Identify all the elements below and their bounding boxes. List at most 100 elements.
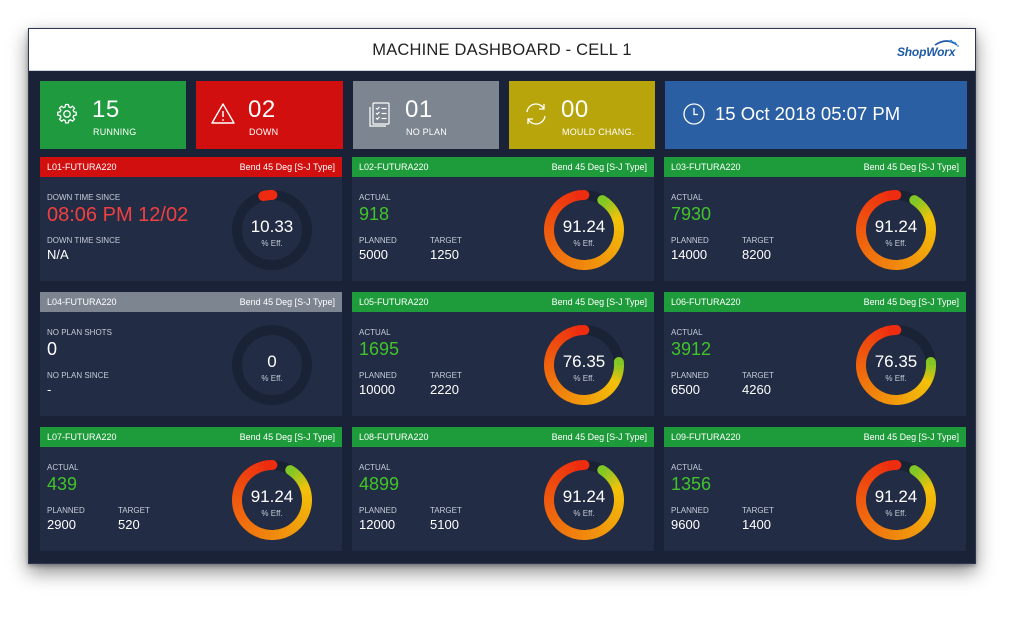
efficiency-gauge: 91.24 % Eff. (541, 457, 627, 543)
gauge-arc-segment (244, 521, 255, 533)
gauge-arc-segment (556, 521, 567, 533)
gauge-arc-segment (863, 382, 874, 392)
gauge-arc-segment (239, 472, 251, 483)
gauge-arc-segment (563, 525, 572, 537)
gauge-arc-segment (600, 252, 611, 264)
actual-label: ACTUAL (359, 463, 391, 472)
machine-card-l08[interactable]: L08-FUTURA220 Bend 45 Deg [S-J Type] ACT… (352, 427, 654, 551)
status-down[interactable]: 02 DOWN (196, 81, 343, 149)
header-bar: MACHINE DASHBOARD - CELL 1 ShopWorx (29, 29, 975, 71)
gauge-arc-segment (912, 522, 923, 534)
machine-card-l04[interactable]: L04-FUTURA220 Bend 45 Deg [S-J Type] NO … (40, 292, 342, 416)
gauge-arc-segment (551, 472, 563, 483)
gauge-arc-segment (919, 245, 931, 255)
gauge-arc-segment (586, 259, 592, 270)
machine-header: L05-FUTURA220 Bend 45 Deg [S-J Type] (352, 292, 654, 312)
machine-name: L08-FUTURA220 (359, 432, 429, 442)
date-time-panel: 15 Oct 2018 05:07 PM (665, 81, 967, 149)
efficiency-gauge: 91.24 % Eff. (229, 457, 315, 543)
gauge-arc-segment (592, 392, 600, 404)
gauge-arc-segment (919, 380, 931, 390)
machine-card-l07[interactable]: L07-FUTURA220 Bend 45 Deg [S-J Type] ACT… (40, 427, 342, 551)
target-label: TARGET (430, 371, 462, 380)
gauge-arc-segment (258, 528, 266, 540)
efficiency-value: 91.24 (250, 487, 294, 506)
gauge-arc-segment (551, 337, 563, 348)
gauge-arc-segment (292, 470, 303, 481)
gauge-arc-segment (589, 528, 596, 540)
gauge-arc-segment (861, 341, 873, 350)
status-no-plan[interactable]: 01 NO PLAN (353, 81, 499, 149)
efficiency-gauge: 10.33 % Eff. (229, 187, 315, 273)
status-mould-change[interactable]: 00 MOULD CHANG. (509, 81, 655, 149)
machine-header: L03-FUTURA220 Bend 45 Deg [S-J Type] (664, 157, 966, 177)
machine-header: L02-FUTURA220 Bend 45 Deg [S-J Type] (352, 157, 654, 177)
actual-label: ACTUAL (47, 463, 79, 472)
gauge-arc-segment (865, 384, 876, 395)
gauge-arc-segment (570, 393, 578, 405)
target-value: 5100 (430, 517, 459, 532)
gauge-arc-segment (564, 328, 573, 340)
gauge-arc-segment (549, 476, 561, 485)
running-label: RUNNING (93, 127, 137, 137)
gauge-arc-segment (592, 257, 600, 269)
gauge-arc-segment (918, 204, 930, 214)
gauge-arc-segment (602, 468, 612, 479)
efficiency-value: 91.24 (562, 487, 606, 506)
machine-header: L09-FUTURA220 Bend 45 Deg [S-J Type] (664, 427, 966, 447)
gauge-arc-segment (886, 394, 893, 405)
gauge-arc-segment (912, 252, 923, 264)
no-plan-since-value: - (47, 382, 52, 397)
gauge-arc-segment (605, 382, 616, 393)
gauge-arc-segment (597, 465, 611, 478)
actual-value: 1356 (671, 474, 712, 494)
no-plan-label: NO PLAN (406, 127, 447, 137)
machine-card-l05[interactable]: L05-FUTURA220 Bend 45 Deg [S-J Type] ACT… (352, 292, 654, 416)
gauge-arc-segment (280, 527, 288, 539)
gauge-arc-segment (919, 515, 931, 525)
machine-type: Bend 45 Deg [S-J Type] (863, 297, 959, 307)
gauge-arc-segment (872, 465, 882, 476)
gauge-arc-segment (564, 193, 573, 205)
status-running[interactable]: 15 RUNNING (40, 81, 186, 149)
efficiency-gauge: 76.35 % Eff. (853, 322, 939, 408)
planned-value: 9600 (671, 517, 700, 532)
gauge-arc-segment (239, 517, 250, 527)
gauge-arc-segment (566, 392, 575, 403)
machine-card-l01[interactable]: L01-FUTURA220 Bend 45 Deg [S-J Type] DOW… (40, 157, 342, 281)
planned-value: 6500 (671, 382, 700, 397)
machine-card-l02[interactable]: L02-FUTURA220 Bend 45 Deg [S-J Type] ACT… (352, 157, 654, 281)
planned-label: PLANNED (47, 506, 85, 515)
gauge-arc-segment (602, 198, 612, 209)
target-label: TARGET (430, 506, 462, 515)
gauge-arc-segment (607, 515, 619, 525)
gauge-arc-segment (286, 524, 295, 536)
gauge-arc-segment (875, 255, 884, 267)
gauge-arc-segment (876, 328, 885, 340)
machine-card-l06[interactable]: L06-FUTURA220 Bend 45 Deg [S-J Type] ACT… (664, 292, 966, 416)
gauge-arc-segment (290, 468, 300, 479)
gauge-arc-segment (863, 202, 875, 213)
gauge-arc-segment (863, 337, 875, 348)
page-title: MACHINE DASHBOARD - CELL 1 (372, 41, 632, 59)
gauge-arc-segment (559, 523, 569, 535)
gauge-arc-segment (295, 515, 307, 525)
gauge-arc-segment (551, 247, 562, 257)
machine-card-l03[interactable]: L03-FUTURA220 Bend 45 Deg [S-J Type] ACT… (664, 157, 966, 281)
target-label: TARGET (742, 236, 774, 245)
gauge-arc-segment (600, 387, 611, 398)
machine-name: L03-FUTURA220 (671, 162, 741, 172)
machine-card-l09[interactable]: L09-FUTURA220 Bend 45 Deg [S-J Type] ACT… (664, 427, 966, 551)
efficiency-label: % Eff. (885, 239, 907, 248)
gauge-arc-segment (886, 529, 893, 540)
gauge-arc-segment (917, 382, 928, 393)
gauge-arc-segment (866, 334, 877, 345)
shopworx-logo[interactable]: ShopWorx (891, 37, 963, 63)
machine-header: L07-FUTURA220 Bend 45 Deg [S-J Type] (40, 427, 342, 447)
efficiency-value: 91.24 (874, 487, 918, 506)
target-value: 8200 (742, 247, 771, 262)
efficiency-gauge: 91.24 % Eff. (853, 457, 939, 543)
gauge-arc-segment (567, 326, 576, 338)
efficiency-ring (544, 460, 624, 541)
planned-label: PLANNED (359, 236, 397, 245)
